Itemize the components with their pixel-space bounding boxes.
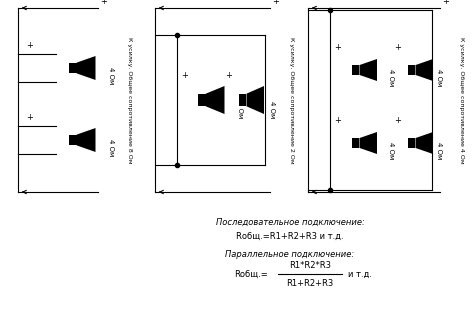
Text: и т.д.: и т.д. [348,270,372,278]
Text: К усилку. Общее сопротивление 8 Ом: К усилку. Общее сопротивление 8 Ом [128,37,133,163]
Text: +: + [100,0,107,6]
Polygon shape [77,128,95,152]
Text: Rобщ.=R1+R2+R3 и т.д.: Rобщ.=R1+R2+R3 и т.д. [236,232,344,241]
Polygon shape [206,86,225,114]
Bar [353,65,359,75]
Bar [198,94,206,106]
Bar [239,94,246,106]
Text: 4 Ом: 4 Ом [388,143,394,160]
Text: 4 Ом: 4 Ом [108,139,114,157]
Polygon shape [416,59,433,81]
Text: +: + [272,0,279,6]
Text: Последовательное подключение:: Последовательное подключение: [216,218,365,227]
Text: +: + [442,0,449,6]
Text: 4 Ом: 4 Ом [269,101,275,118]
Text: К усилку. Общее сопротивление 2 Ом: К усилку. Общее сопротивление 2 Ом [290,37,294,163]
Text: +: + [394,116,401,125]
Text: 4 Ом: 4 Ом [108,67,114,85]
Polygon shape [359,59,377,81]
Polygon shape [359,132,377,154]
Polygon shape [416,132,433,154]
Text: R1*R2*R3: R1*R2*R3 [289,262,331,270]
Text: R1+R2+R3: R1+R2+R3 [286,278,334,288]
Text: 4 Ом: 4 Ом [436,70,442,87]
Bar [69,63,77,73]
Text: Параллельное подключение:: Параллельное подключение: [225,250,355,259]
Text: +: + [26,41,33,50]
Text: К усилку. Общее сопротивление 4 Ом: К усилку. Общее сопротивление 4 Ом [459,37,465,163]
Text: +: + [225,71,232,80]
Text: +: + [334,116,341,125]
Text: +: + [334,43,341,52]
Text: 4 Ом: 4 Ом [436,143,442,160]
Text: 4 Ом: 4 Ом [237,101,243,118]
Text: Rобщ.=: Rобщ.= [234,270,268,278]
Bar [409,65,416,75]
Text: +: + [394,43,401,52]
Text: 4 Ом: 4 Ом [388,70,394,87]
Text: +: + [26,113,33,122]
Polygon shape [246,86,264,114]
Text: +: + [181,71,188,80]
Bar [353,138,359,148]
Bar [409,138,416,148]
Polygon shape [77,56,95,80]
Bar [69,135,77,145]
